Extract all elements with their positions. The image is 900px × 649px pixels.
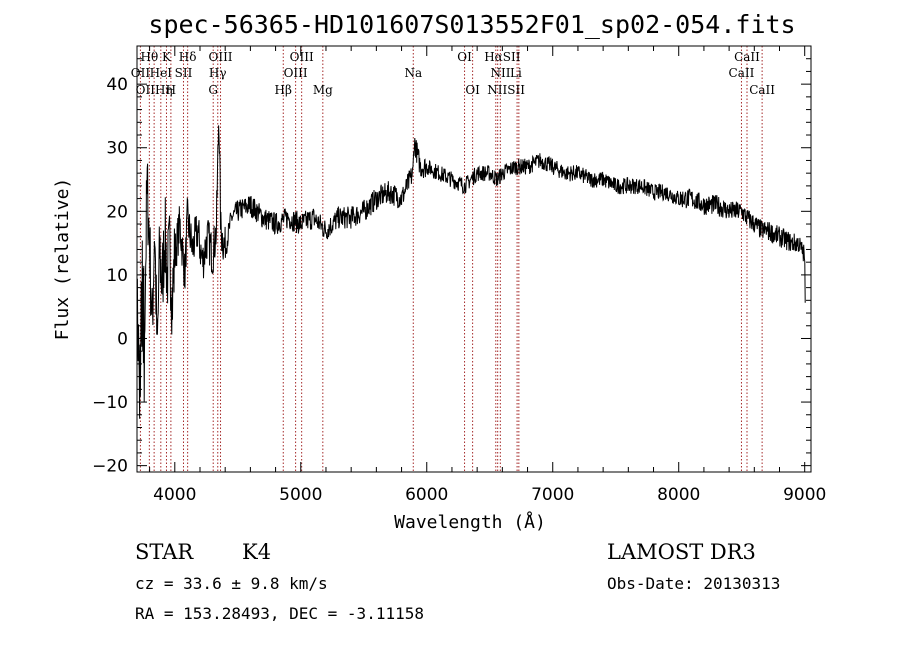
x-tick-label-9000: 9000 <box>783 485 826 505</box>
line-label-16: OI <box>457 50 472 64</box>
ra-dec-readout: RA = 153.28493, DEC = -3.11158 <box>135 604 424 623</box>
y-tick-label-10: 10 <box>106 266 128 286</box>
spectral-line-labels: Hθ OII OIIHη K HeI H Hδ SII OIII Hγ G Hβ OIII OIII Mg N… <box>131 50 776 97</box>
axis-ticks <box>137 46 811 472</box>
line-label-7: SII <box>175 66 193 80</box>
line-label-20: Li <box>510 66 522 80</box>
x-axis-label: Wavelength (Å) <box>394 511 546 533</box>
x-tick-labels: 4000 5000 6000 7000 8000 9000 <box>153 485 826 505</box>
line-label-2: OIIHη <box>136 83 173 97</box>
line-label-14: Mg <box>313 83 333 97</box>
line-label-18: HαSII <box>484 50 521 64</box>
x-tick-label-6000: 6000 <box>405 485 448 505</box>
line-label-4: HeI <box>150 66 173 80</box>
object-class: STAR <box>135 540 194 564</box>
redshift-readout: cz = 33.6 ± 9.8 km/s <box>135 574 328 593</box>
line-label-15: Na <box>404 66 422 80</box>
y-tick-label-40: 40 <box>106 75 128 95</box>
spectral-line-markers <box>139 46 763 472</box>
y-tick-label-30: 30 <box>106 139 128 159</box>
y-tick-labels: −20 −10 0 10 20 30 40 <box>92 75 128 476</box>
line-label-11: Hβ <box>275 83 292 97</box>
flux-series-line <box>136 125 806 419</box>
line-label-8: OIII <box>208 50 232 64</box>
line-label-17: OI <box>465 83 480 97</box>
line-label-22: CaII <box>734 50 760 64</box>
y-tick-label-0: 0 <box>117 329 128 349</box>
series-group <box>136 125 806 419</box>
obs-date: Obs-Date: 20130313 <box>607 574 780 593</box>
x-tick-label-5000: 5000 <box>279 485 322 505</box>
line-label-21: NIISII <box>487 83 525 97</box>
line-label-19: NII <box>490 66 510 80</box>
line-label-24: CaII <box>749 83 775 97</box>
plot-frame <box>136 45 812 473</box>
object-subclass: K4 <box>242 540 271 564</box>
y-tick-label-20: 20 <box>106 202 128 222</box>
chart-title: spec-56365-HD101607S013552F01_sp02-054.f… <box>148 10 795 39</box>
line-label-0: Hθ <box>140 50 158 64</box>
line-label-9: Hγ <box>209 66 227 80</box>
survey-name: LAMOST DR3 <box>607 540 756 564</box>
line-label-3: K <box>162 50 172 64</box>
line-label-1: OII <box>131 66 151 80</box>
line-label-23: CaII <box>729 66 755 80</box>
x-tick-label-8000: 8000 <box>657 485 700 505</box>
y-axis-label: Flux (relative) <box>52 178 73 341</box>
x-tick-label-4000: 4000 <box>153 485 196 505</box>
y-tick-label--10: −10 <box>92 393 128 413</box>
line-label-6: Hδ <box>179 50 197 64</box>
line-label-5: H <box>166 83 176 97</box>
line-label-12: OIII <box>290 50 314 64</box>
x-tick-label-7000: 7000 <box>531 485 574 505</box>
y-tick-label--20: −20 <box>92 457 128 477</box>
line-label-13: OIII <box>284 66 308 80</box>
line-label-10: G <box>208 83 218 97</box>
